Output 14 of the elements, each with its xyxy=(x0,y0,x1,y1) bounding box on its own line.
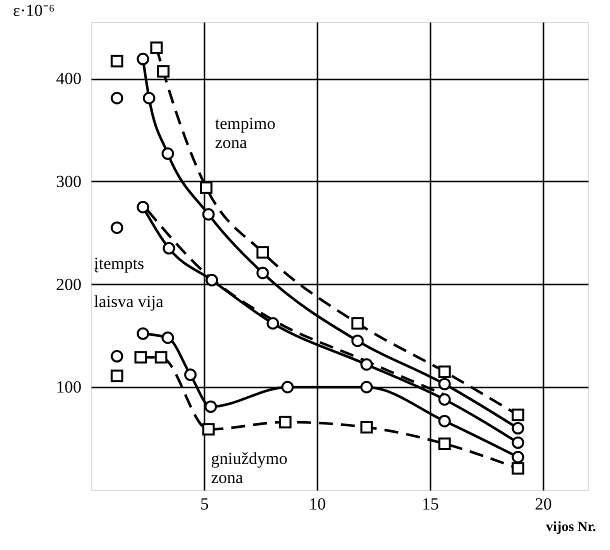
y-tick-label: 400 xyxy=(56,69,82,88)
y-tick-label: 100 xyxy=(56,378,82,397)
annotation: gniuždymo zona xyxy=(211,449,288,487)
x-tick-label: 15 xyxy=(422,494,439,514)
annotation: tempimo zona xyxy=(215,114,276,152)
annotation: laisva vija xyxy=(94,292,164,311)
y-tick-label: 300 xyxy=(56,172,82,191)
x-tick-label: 20 xyxy=(534,494,552,514)
y-axis-title: ε·10⁻⁶ xyxy=(13,1,55,20)
y-tick-label: 200 xyxy=(56,274,82,294)
annotation: įtempts xyxy=(94,254,144,273)
x-tick-label: 10 xyxy=(308,494,326,514)
x-tick-label: 5 xyxy=(200,494,209,514)
x-axis-title: vijos Nr. xyxy=(546,520,596,535)
